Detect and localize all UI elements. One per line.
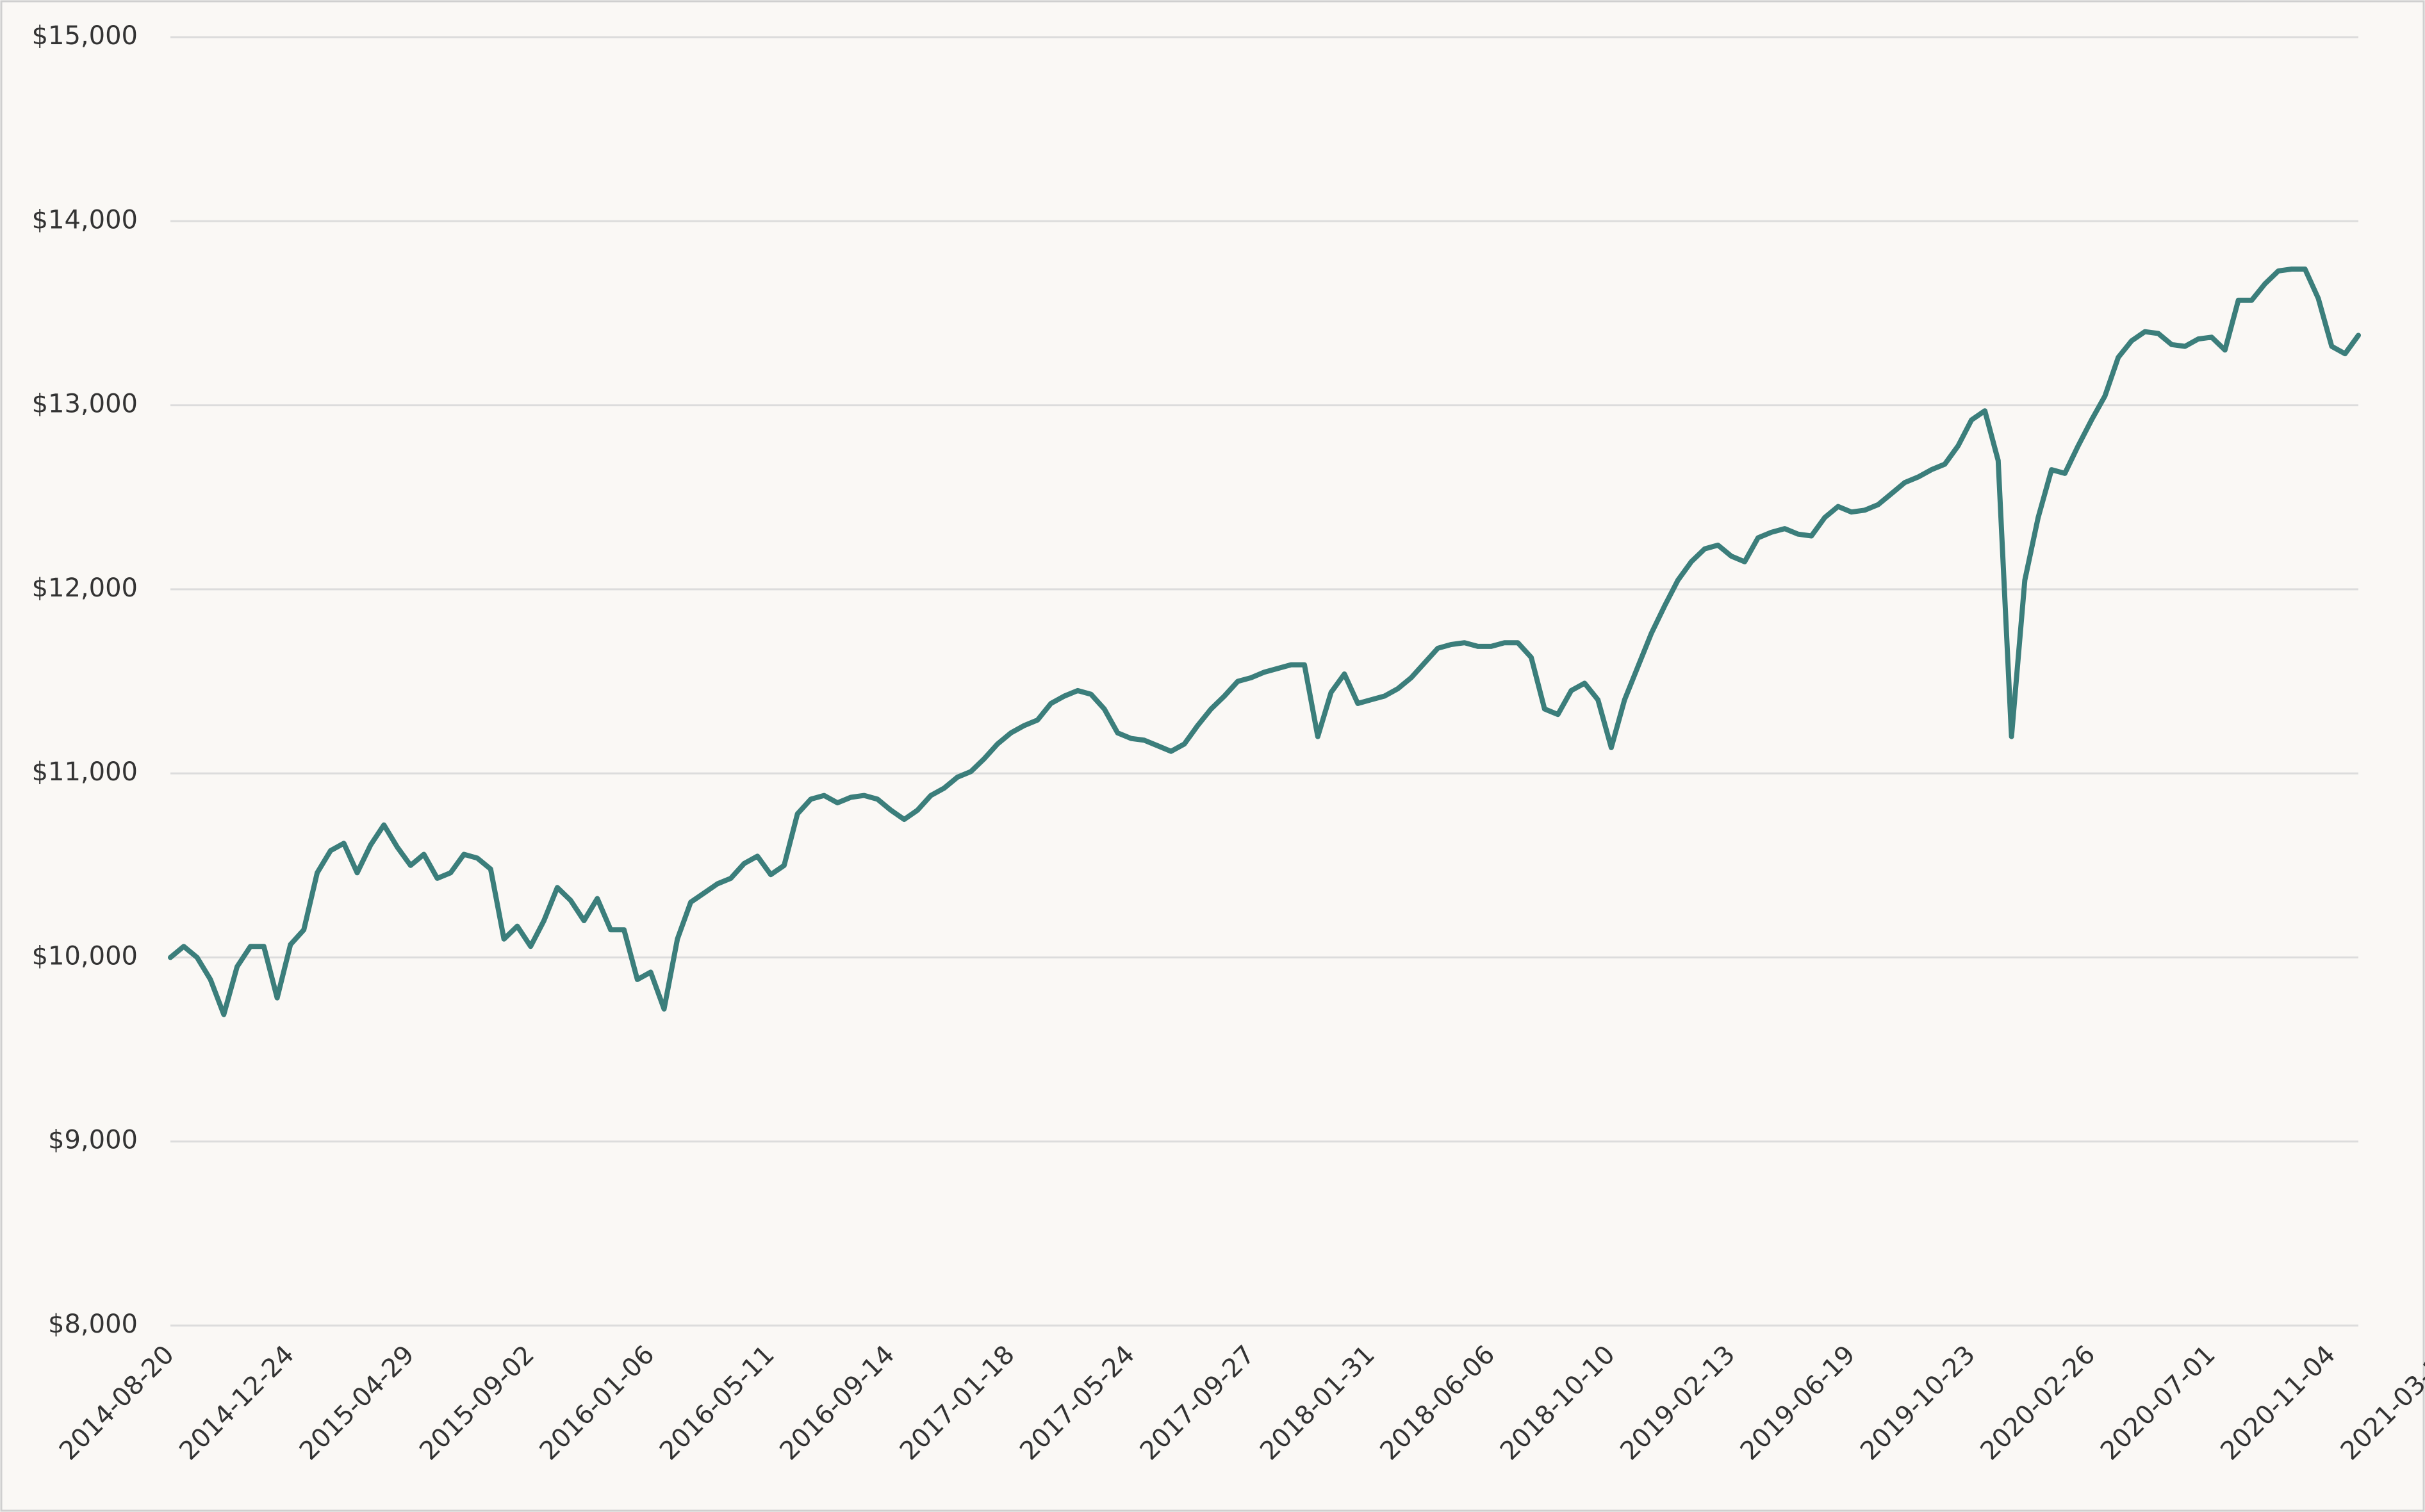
y-tick-label: $14,000 — [32, 205, 138, 234]
y-tick-label: $15,000 — [32, 21, 138, 51]
line — [168, 267, 2361, 1017]
y-tick-label: $8,000 — [48, 1310, 138, 1339]
y-tick-label: $13,000 — [32, 390, 138, 419]
y-tick-label: $9,000 — [48, 1126, 138, 1155]
y-tick-label: $12,000 — [32, 573, 138, 603]
y-tick-label: $11,000 — [32, 757, 138, 787]
y-tick-label: $10,000 — [32, 941, 138, 971]
